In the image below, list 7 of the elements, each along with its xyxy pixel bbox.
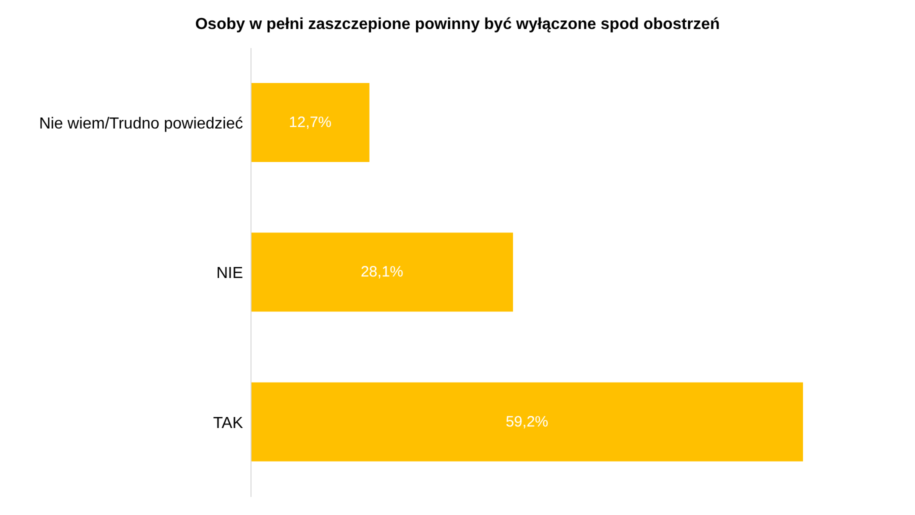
data-label: 28,1% xyxy=(360,264,404,281)
data-label: 12,7% xyxy=(288,114,332,131)
data-label: 59,2% xyxy=(506,413,548,430)
y-tick-label: TAK xyxy=(213,414,244,432)
y-tick-label: NIE xyxy=(216,265,243,282)
chart-title: Osoby w pełni zaszczepione powinny być wyłączone spod obostrzeń xyxy=(194,15,721,35)
y-tick-label: Nie wiem/Trudno powiedzieć xyxy=(39,116,243,133)
